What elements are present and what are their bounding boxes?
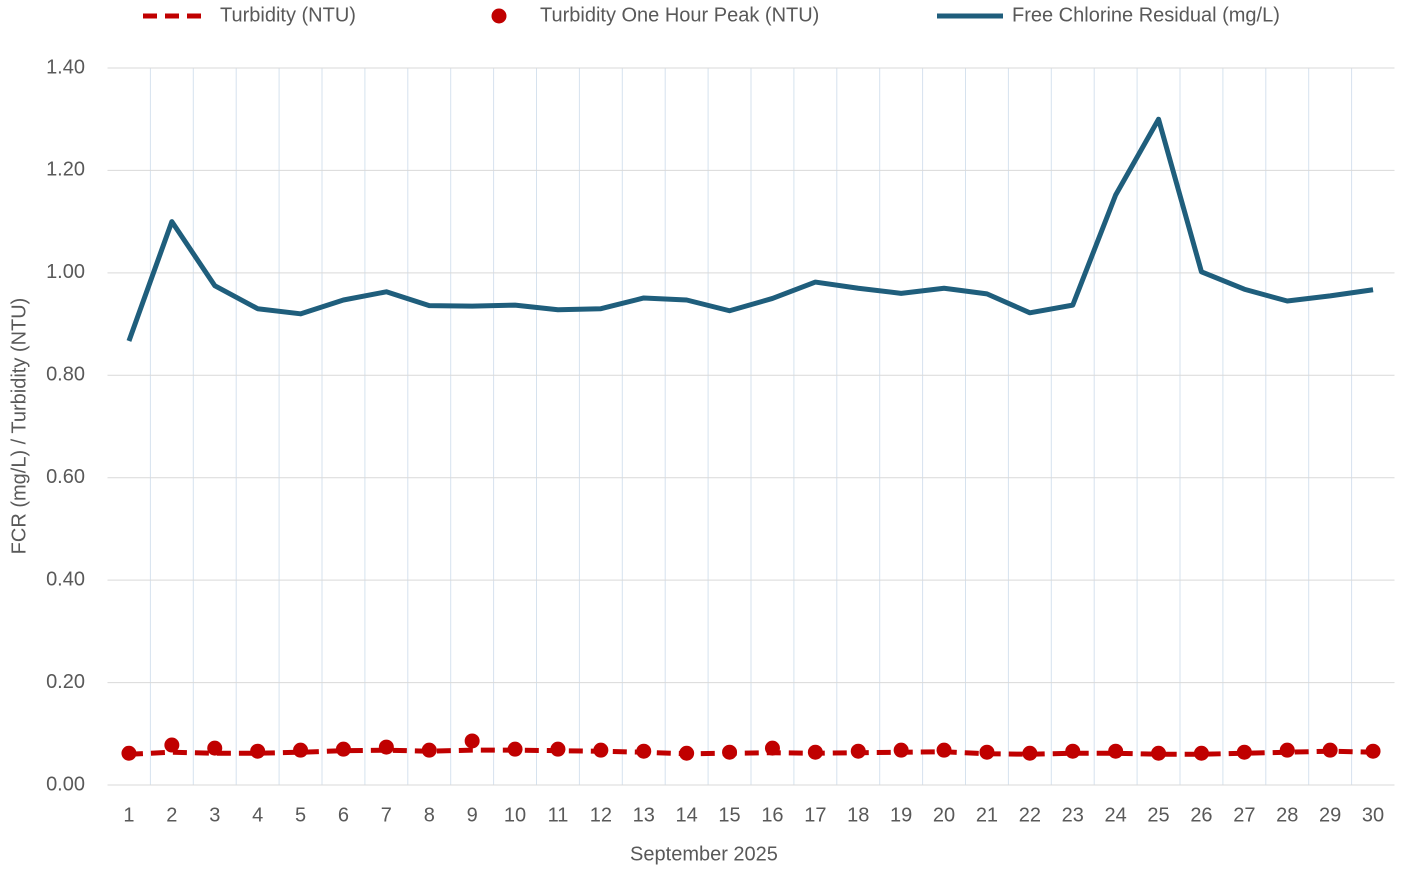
x-tick-label: 10 (504, 804, 526, 826)
peak-marker (1322, 742, 1338, 758)
x-tick-label: 4 (252, 804, 263, 826)
x-tick-label: 7 (381, 804, 392, 826)
x-axis-label: September 2025 (630, 843, 778, 865)
peak-marker (421, 742, 437, 758)
peak-marker (850, 743, 866, 759)
peak-marker (1022, 745, 1038, 761)
x-tick-label: 24 (1105, 804, 1127, 826)
peak-marker (1065, 743, 1081, 759)
x-tick-label: 26 (1190, 804, 1212, 826)
peak-marker (1365, 743, 1381, 759)
x-tick-label: 29 (1319, 804, 1341, 826)
peak-marker (121, 745, 137, 761)
peak-marker (936, 742, 952, 758)
peak-marker (164, 737, 180, 753)
peak-marker (293, 742, 309, 758)
y-tick-label: 1.40 (46, 56, 85, 78)
y-tick-label: 0.00 (46, 773, 85, 795)
x-tick-label: 12 (590, 804, 612, 826)
peak-marker (979, 744, 995, 760)
peak-marker (1236, 744, 1252, 760)
x-tick-label: 21 (976, 804, 998, 826)
series-line (128, 747, 1374, 757)
x-tick-label: 20 (933, 804, 955, 826)
peak-marker (636, 743, 652, 759)
legend-label: Turbidity (NTU) (220, 4, 356, 26)
x-tick-label: 2 (166, 804, 177, 826)
x-tick-label: 15 (718, 804, 740, 826)
peak-marker (679, 745, 695, 761)
x-tick-label: 18 (847, 804, 869, 826)
peak-marker (378, 739, 394, 755)
y-tick-label: 1.00 (46, 261, 85, 283)
x-tick-label: 23 (1062, 804, 1084, 826)
x-tick-label: 11 (548, 804, 569, 826)
peak-marker (1193, 745, 1209, 761)
x-tick-label: 8 (424, 804, 435, 826)
x-tick-label: 6 (338, 804, 349, 826)
peak-marker (1108, 743, 1124, 759)
peak-marker (722, 744, 738, 760)
x-tick-label: 30 (1362, 804, 1384, 826)
y-axis-label: FCR (mg/L) / Turbidity (NTU) (8, 298, 30, 555)
x-tick-label: 1 (123, 804, 134, 826)
peak-marker (1279, 742, 1295, 758)
x-tick-label: 9 (467, 804, 478, 826)
peak-marker (764, 740, 780, 756)
legend-label: Free Chlorine Residual (mg/L) (1012, 4, 1280, 26)
x-tick-label: 17 (804, 804, 826, 826)
y-tick-label: 0.60 (46, 466, 85, 488)
x-tick-label: 27 (1233, 804, 1255, 826)
peak-marker (207, 740, 223, 756)
peak-marker (464, 733, 480, 749)
x-tick-label: 22 (1019, 804, 1041, 826)
legend-marker (491, 8, 507, 24)
peak-marker (893, 742, 909, 758)
y-tick-label: 1.20 (46, 159, 85, 181)
x-tick-label: 16 (761, 804, 783, 826)
y-tick-label: 0.20 (46, 671, 85, 693)
legend-label: Turbidity One Hour Peak (NTU) (540, 4, 819, 26)
x-tick-label: 25 (1147, 804, 1169, 826)
x-tick-label: 19 (890, 804, 912, 826)
peak-marker (550, 741, 566, 757)
series-line (126, 116, 1374, 342)
x-tick-label: 13 (633, 804, 655, 826)
peak-marker (250, 743, 266, 759)
peak-marker (507, 741, 523, 757)
x-tick-label: 28 (1276, 804, 1298, 826)
peak-marker (593, 742, 609, 758)
peak-marker (1151, 745, 1167, 761)
y-tick-label: 0.40 (46, 568, 85, 590)
x-tick-label: 14 (676, 804, 698, 826)
x-tick-label: 3 (209, 804, 220, 826)
x-tick-label: 5 (295, 804, 306, 826)
peak-marker (335, 741, 351, 757)
y-tick-label: 0.80 (46, 364, 85, 386)
peak-marker (807, 744, 823, 760)
